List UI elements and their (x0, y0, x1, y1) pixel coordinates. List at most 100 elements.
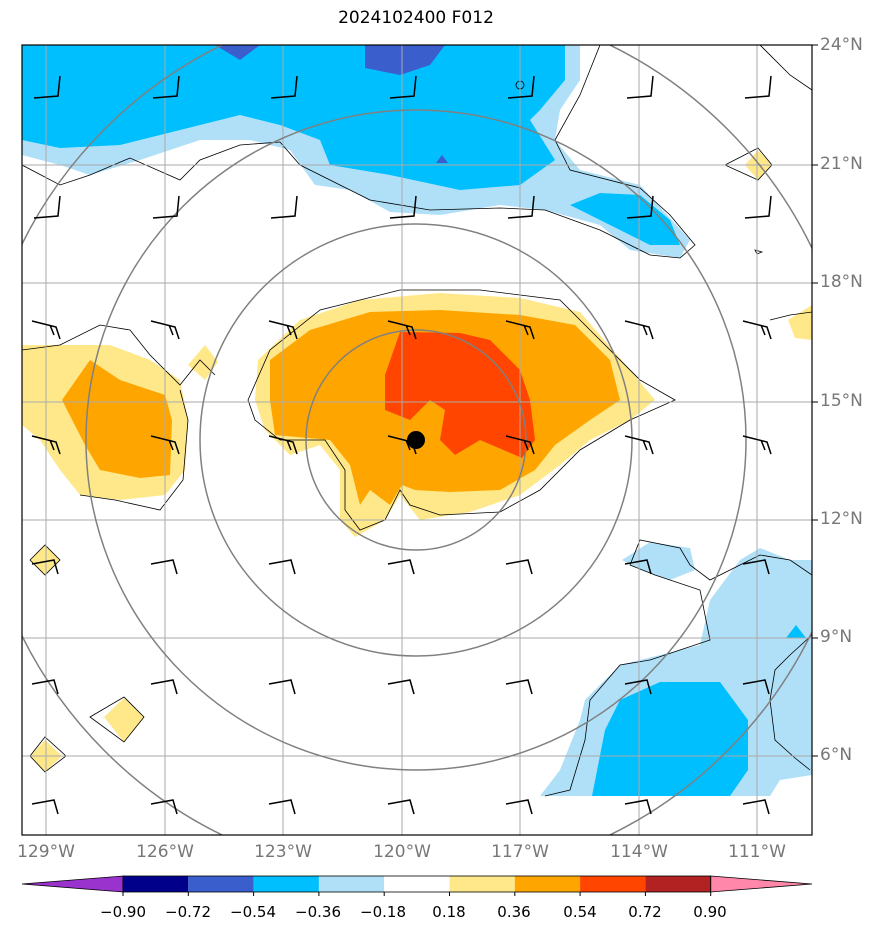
wind-barb (624, 799, 652, 815)
wind-barb (742, 799, 770, 815)
wind-barb (505, 559, 533, 575)
storm-center-marker (407, 431, 425, 449)
wind-barb (31, 679, 59, 695)
neg-anomaly-north-deep (215, 45, 448, 163)
wind-barb (150, 320, 180, 340)
wind-barb (150, 435, 180, 455)
wind-barbs (31, 75, 772, 815)
lon-label-111: 111°W (728, 842, 786, 862)
lat-label-21: 21°N (820, 154, 863, 174)
colorbar-segment (514, 876, 581, 892)
colorbar-tick-1: −0.90 (100, 903, 146, 921)
wind-barb (31, 435, 61, 455)
colorbar-segment (384, 876, 450, 892)
wind-barb (742, 320, 772, 340)
lat-label-12: 12°N (820, 509, 863, 529)
pos-anomaly-diamond-4 (104, 698, 144, 742)
lon-label-129: 129°W (17, 842, 75, 862)
wind-barb (268, 799, 296, 815)
wind-barb (507, 195, 535, 219)
lat-label-15: 15°N (820, 391, 863, 411)
wind-barb (270, 195, 298, 219)
wind-barb (507, 75, 535, 99)
lat-label-9: 9°N (820, 627, 853, 647)
lat-label-6: 6°N (820, 745, 853, 765)
pos-anomaly-diamond-3 (30, 545, 60, 575)
lon-label-120: 120°W (373, 842, 431, 862)
pos-anomaly-diamond-2 (788, 305, 812, 340)
wind-barb (31, 320, 61, 340)
colorbar-tick-2: −0.72 (165, 903, 211, 921)
lon-label-123: 123°W (254, 842, 312, 862)
pos-anomaly-center-high (385, 332, 535, 458)
wind-barb (624, 559, 652, 575)
wind-barb (387, 559, 415, 575)
wind-barb (150, 679, 178, 695)
colorbar-segment (645, 876, 711, 892)
wind-barb (387, 679, 415, 695)
wind-barb (387, 320, 417, 340)
wind-barb (150, 559, 178, 575)
colorbar-tick-10: 0.90 (693, 903, 727, 921)
range-ring-2 (199, 223, 633, 657)
wind-barb (152, 75, 180, 99)
colorbar-tick-8: 0.54 (563, 903, 597, 921)
wind-barb (742, 435, 772, 455)
wind-barb (624, 679, 652, 695)
wind-barb (624, 435, 654, 455)
colorbar-segment (449, 876, 515, 892)
colorbar-extend-low (21, 875, 124, 893)
range-ring-1 (305, 329, 527, 551)
colorbar-segment (580, 876, 646, 892)
colorbar-segment (123, 876, 189, 892)
wind-barb (33, 195, 61, 219)
wind-barb (31, 559, 59, 575)
wind-barb (268, 435, 298, 455)
neg-anomaly-se-light2 (622, 542, 695, 580)
colorbar-frame (122, 875, 712, 893)
lon-label-114: 114°W (610, 842, 668, 862)
colorbar-tick-6: 0.18 (432, 903, 466, 921)
colorbar (21, 875, 813, 896)
map-title: 2024102400 F012 (338, 8, 494, 28)
colorbar-tick-5: −0.18 (360, 903, 406, 921)
range-ring-3 (85, 109, 747, 771)
wind-barb (744, 195, 772, 219)
wind-barb (389, 75, 417, 99)
wind-barb (268, 559, 296, 575)
wind-barb (387, 799, 415, 815)
colorbar-segment (253, 876, 319, 892)
wind-barb (270, 75, 298, 99)
wind-barb (505, 799, 533, 815)
wind-barb (742, 559, 770, 575)
neg-anomaly-se-mid2 (786, 625, 806, 638)
wind-barb (268, 320, 298, 340)
lon-label-126: 126°W (136, 842, 194, 862)
colorbar-segment (318, 876, 385, 892)
lat-label-18: 18°N (820, 272, 863, 292)
wind-barb (742, 679, 770, 695)
lat-label-24: 24°N (820, 35, 863, 55)
wind-barb (626, 195, 654, 219)
wind-barb (624, 320, 654, 340)
map-frame (21, 44, 813, 836)
wind-barb (505, 320, 535, 340)
lon-label-117: 117°W (491, 842, 549, 862)
colorbar-extend-high (710, 875, 813, 893)
wind-barb (626, 75, 654, 99)
colorbar-tick-9: 0.72 (628, 903, 662, 921)
wind-barb (33, 75, 61, 99)
wind-barb (152, 195, 180, 219)
wind-barb (150, 799, 178, 815)
colorbar-tick-7: 0.36 (497, 903, 531, 921)
colorbar-tick-3: −0.54 (230, 903, 276, 921)
wind-barb (505, 435, 535, 455)
colorbar-segment (188, 876, 254, 892)
colorbar-tick-4: −0.36 (295, 903, 341, 921)
wind-barb (505, 679, 533, 695)
wind-barb (744, 75, 772, 99)
wind-barb (389, 195, 417, 219)
neg-anomaly-north-mid (22, 45, 565, 190)
wind-barb (31, 799, 59, 815)
